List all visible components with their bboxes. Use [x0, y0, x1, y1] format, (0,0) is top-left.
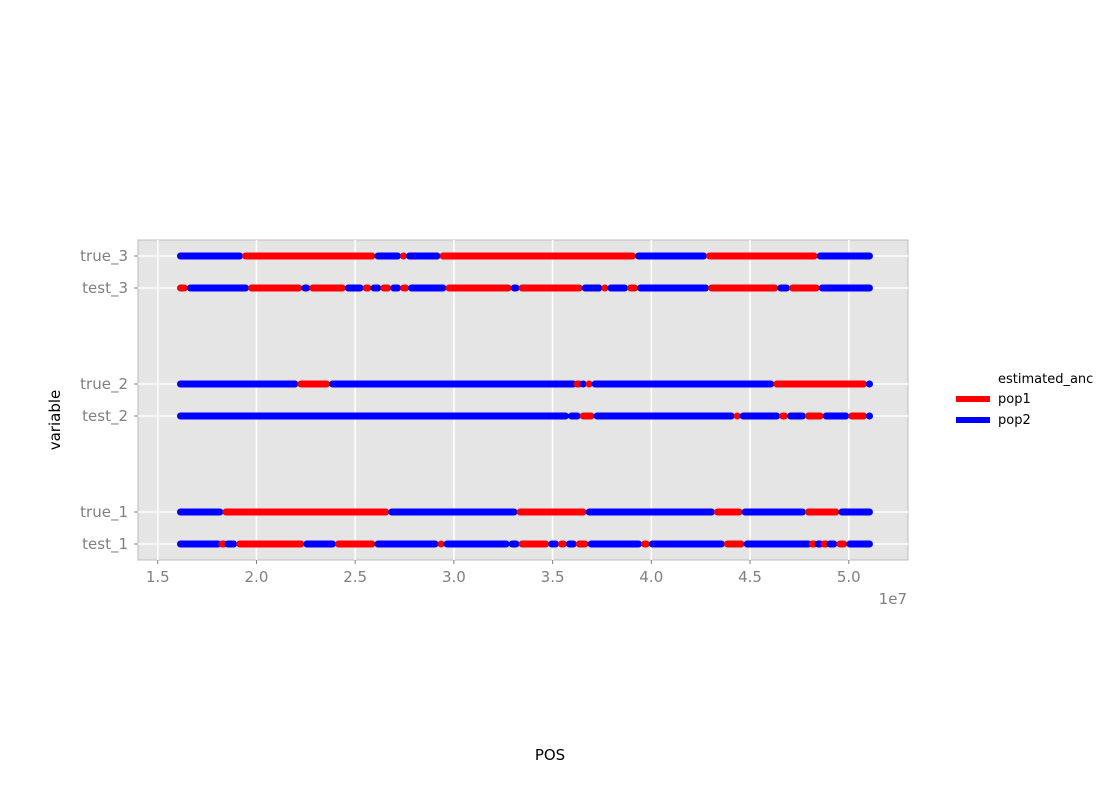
x-axis-ticks: 1.5 2.0 2.5 3.0 3.5 4.0 4.5 5.0 [146, 560, 861, 586]
x-tick-label: 5.0 [837, 568, 861, 586]
x-tick-label: 2.5 [343, 568, 367, 586]
y-axis-ticks: true_3 test_3 true_2 test_2 true_1 test_1 [80, 247, 138, 554]
y-axis-label: variable [46, 390, 64, 451]
x-tick-label: 4.5 [738, 568, 762, 586]
y-tick-label: test_1 [82, 535, 128, 554]
x-tick-label: 3.0 [442, 568, 466, 586]
plot-panel [137, 239, 909, 561]
legend-title: estimated_anc [998, 372, 1093, 387]
x-tick-label: 4.0 [639, 568, 663, 586]
y-tick-label: true_2 [80, 375, 128, 394]
y-tick-label: test_2 [82, 407, 128, 426]
legend: estimated_anc pop1 pop2 [956, 372, 1093, 428]
x-tick-label: 1.5 [146, 568, 170, 586]
legend-label: pop2 [998, 413, 1031, 428]
x-offset-label: 1e7 [879, 590, 907, 608]
y-tick-label: true_1 [80, 503, 128, 522]
legend-label: pop1 [998, 392, 1031, 407]
x-tick-label: 3.5 [541, 568, 565, 586]
y-tick-label: test_3 [82, 279, 128, 298]
ancestry-segments [176, 252, 874, 548]
x-tick-label: 2.0 [245, 568, 269, 586]
x-axis-label: POS [535, 746, 565, 764]
y-tick-label: true_3 [80, 247, 128, 266]
